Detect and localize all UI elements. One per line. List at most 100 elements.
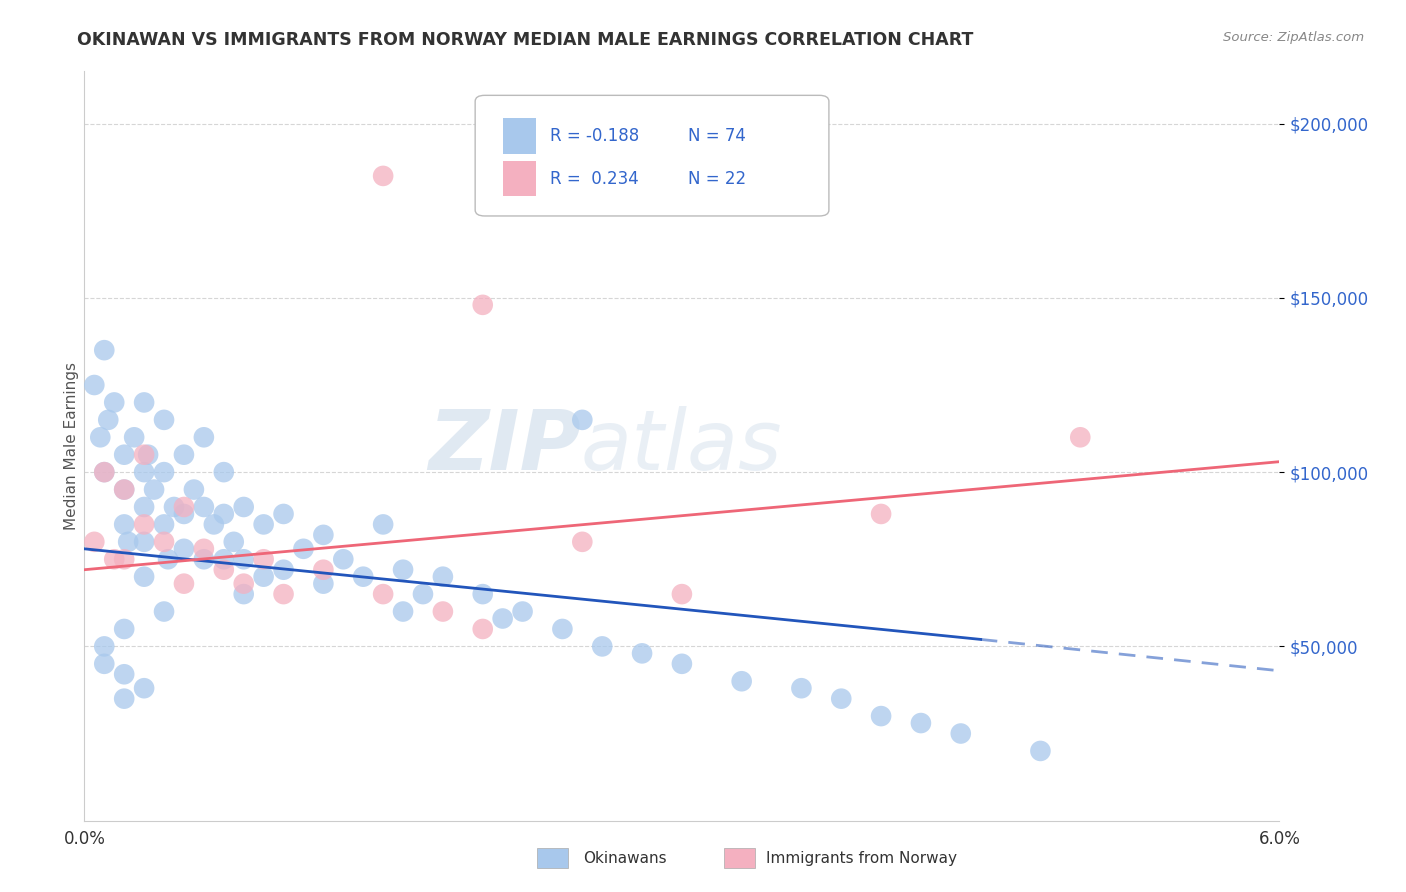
Text: ZIP: ZIP <box>427 406 581 486</box>
Point <box>112 448 135 462</box>
Point <box>132 500 156 514</box>
Point <box>112 667 135 681</box>
Point <box>731 674 754 689</box>
Point <box>93 657 115 671</box>
Point <box>153 465 176 479</box>
Point <box>132 395 156 409</box>
Point <box>671 657 693 671</box>
Point <box>112 691 135 706</box>
Point <box>471 587 494 601</box>
Point <box>373 517 395 532</box>
Point <box>212 465 235 479</box>
Point <box>312 563 335 577</box>
Point <box>153 413 176 427</box>
Point <box>1029 744 1052 758</box>
Point <box>591 640 613 654</box>
Point <box>232 576 254 591</box>
Point <box>93 465 115 479</box>
Point <box>631 646 654 660</box>
Point <box>193 541 215 556</box>
Point <box>273 563 295 577</box>
Y-axis label: Median Male Earnings: Median Male Earnings <box>63 362 79 530</box>
Point <box>173 448 195 462</box>
Text: N = 74: N = 74 <box>688 127 745 145</box>
Point <box>253 517 276 532</box>
Bar <box>537 848 568 868</box>
Point <box>173 507 195 521</box>
Point <box>103 552 125 566</box>
Point <box>112 483 135 497</box>
Text: R =  0.234: R = 0.234 <box>551 169 640 187</box>
Point <box>112 483 135 497</box>
Point <box>97 413 120 427</box>
Point <box>112 552 135 566</box>
Point <box>89 430 111 444</box>
Point <box>143 483 166 497</box>
Point <box>93 640 115 654</box>
Point <box>352 570 374 584</box>
Point <box>373 169 395 183</box>
Point <box>153 605 176 619</box>
Point <box>312 576 335 591</box>
Point <box>83 378 105 392</box>
Point <box>432 570 454 584</box>
Point <box>112 517 135 532</box>
Point <box>392 563 415 577</box>
Point <box>153 534 176 549</box>
Point <box>1069 430 1091 444</box>
Point <box>373 587 395 601</box>
Point <box>222 534 245 549</box>
Point <box>132 534 156 549</box>
Point <box>173 500 195 514</box>
Bar <box>503 118 536 153</box>
Point <box>173 576 195 591</box>
Text: Source: ZipAtlas.com: Source: ZipAtlas.com <box>1223 31 1364 45</box>
Point <box>132 570 156 584</box>
Point <box>671 587 693 601</box>
Point <box>273 587 295 601</box>
Point <box>949 726 972 740</box>
Point <box>790 681 813 696</box>
Point <box>112 622 135 636</box>
Point <box>551 622 574 636</box>
Point <box>212 552 235 566</box>
Point <box>571 534 593 549</box>
Text: N = 22: N = 22 <box>688 169 747 187</box>
Point <box>471 298 494 312</box>
Point <box>193 430 215 444</box>
Point <box>253 552 276 566</box>
Point <box>512 605 534 619</box>
Text: atlas: atlas <box>581 406 782 486</box>
Point <box>193 552 215 566</box>
FancyBboxPatch shape <box>475 95 830 216</box>
Point <box>212 563 235 577</box>
Point <box>571 413 593 427</box>
Point <box>157 552 180 566</box>
Point <box>122 430 145 444</box>
Bar <box>503 161 536 196</box>
Point <box>492 611 515 625</box>
Point <box>132 448 156 462</box>
Point <box>910 716 932 731</box>
Point <box>471 622 494 636</box>
Point <box>183 483 205 497</box>
Point <box>392 605 415 619</box>
Point <box>292 541 315 556</box>
Point <box>332 552 354 566</box>
Point <box>253 570 276 584</box>
Point <box>232 500 254 514</box>
Point <box>432 605 454 619</box>
Point <box>93 465 115 479</box>
Text: R = -0.188: R = -0.188 <box>551 127 640 145</box>
Text: Okinawans: Okinawans <box>583 851 666 865</box>
Point <box>153 517 176 532</box>
Point <box>132 681 156 696</box>
Point <box>232 552 254 566</box>
Point <box>83 534 105 549</box>
Point <box>163 500 186 514</box>
Point <box>312 528 335 542</box>
Point <box>273 507 295 521</box>
Point <box>193 500 215 514</box>
Point <box>232 587 254 601</box>
Point <box>93 343 115 358</box>
